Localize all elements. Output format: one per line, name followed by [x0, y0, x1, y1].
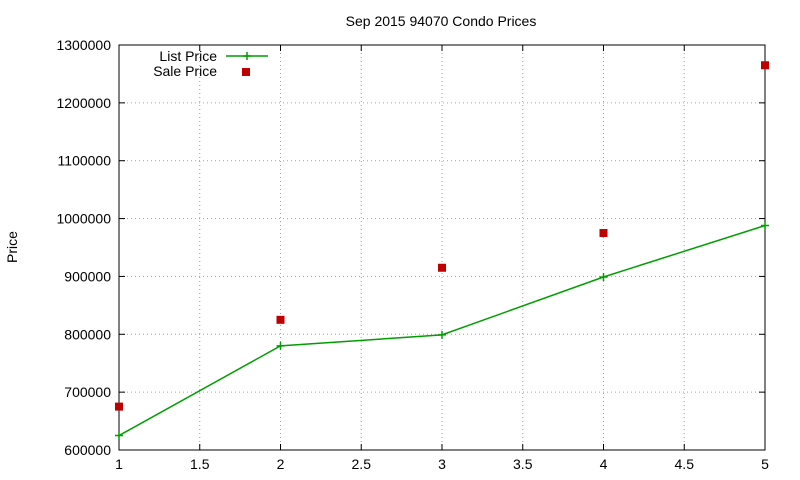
grid [119, 45, 765, 450]
data-point [599, 229, 608, 238]
data-point [276, 341, 285, 350]
axes: 1 1.5 2 2.5 3 3.5 4 4.5 5 600000 700000 800000 90000… [56, 37, 769, 472]
x-tick-label: 1 [115, 456, 123, 472]
y-tick-label: 800000 [64, 326, 111, 342]
legend-label: List Price [159, 48, 217, 64]
series-1 [115, 221, 769, 440]
y-tick-label: 600000 [64, 442, 111, 458]
series [115, 61, 769, 440]
data-point [438, 330, 446, 339]
x-tick-label: 1.5 [190, 456, 210, 472]
data-point [761, 61, 769, 70]
y-tick-label: 1100000 [58, 153, 112, 169]
x-tick-label: 4.5 [675, 456, 695, 472]
y-tick-label: 1000000 [56, 211, 111, 227]
y-tick-label: 1300000 [56, 37, 111, 53]
data-point [115, 402, 123, 411]
x-tick-label: 5 [761, 456, 769, 472]
legend-label: Sale Price [153, 63, 217, 79]
x-tick-label: 2 [277, 456, 285, 472]
y-tick-label: 1200000 [56, 95, 111, 111]
chart-title: Sep 2015 94070 Condo Prices [346, 13, 537, 29]
series-2 [115, 61, 769, 411]
data-point [115, 431, 123, 440]
data-point [761, 221, 769, 230]
y-tick-label: 900000 [64, 268, 111, 284]
legend-entry: List Price [159, 48, 268, 64]
x-tick-label: 4 [600, 456, 608, 472]
x-tick-label: 3 [438, 456, 446, 472]
x-tick-label: 3.5 [513, 456, 533, 472]
y-axis-title: Price [4, 231, 20, 263]
x-tick-label: 2.5 [352, 456, 372, 472]
y-tick-label: 700000 [64, 384, 111, 400]
data-point [438, 263, 446, 272]
legend-entry: Sale Price [153, 63, 250, 79]
data-point [599, 273, 608, 282]
data-point [276, 315, 285, 324]
legend-marker [242, 68, 250, 76]
legend-marker [243, 52, 251, 60]
